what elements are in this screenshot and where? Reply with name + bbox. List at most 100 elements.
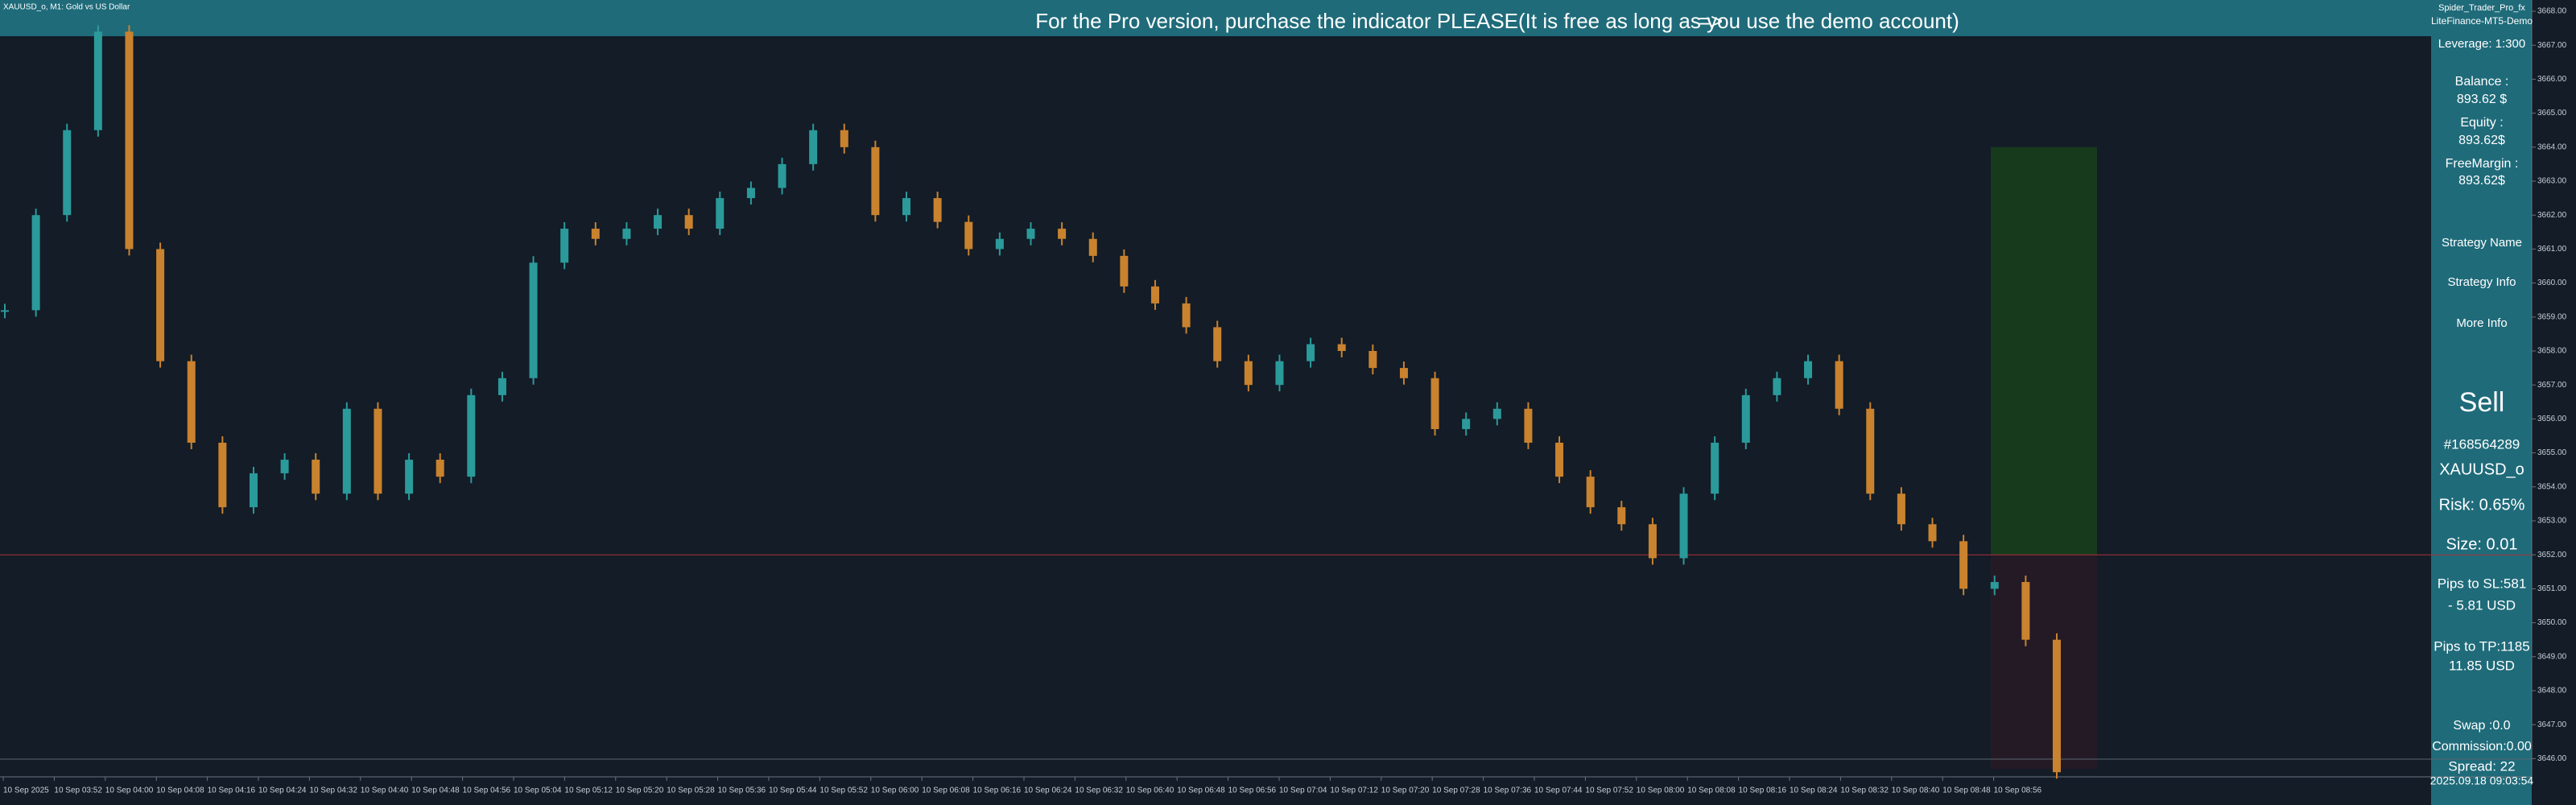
y-tick-label: 3659.00	[2537, 312, 2567, 321]
candle-body	[1617, 507, 1626, 525]
x-tick-label: 10 Sep 05:44	[769, 786, 817, 795]
panel-text: Pips to TP:1185	[2434, 638, 2529, 654]
y-tick-label: 3656.00	[2537, 415, 2567, 423]
panel-text: Balance :	[2455, 75, 2509, 89]
candle-body	[1368, 351, 1377, 369]
panel-text: 2025.09.18 09:03:54	[2430, 774, 2534, 787]
y-tick-label: 3651.00	[2537, 584, 2567, 593]
x-tick-label: 10 Sep 04:00	[105, 786, 154, 795]
panel-text: Pips to SL:581	[2438, 576, 2527, 591]
y-tick-label: 3668.00	[2537, 7, 2567, 16]
panel-text: 893.62$	[2458, 134, 2505, 147]
banner-text: For the Pro version, purchase the indica…	[1035, 9, 1959, 33]
candle-body	[156, 249, 165, 361]
x-tick-label: 10 Sep 06:24	[1024, 786, 1072, 795]
candle-body	[902, 198, 911, 216]
candle-body	[1120, 255, 1129, 287]
y-tick-label: 3647.00	[2537, 720, 2567, 729]
candle-body	[436, 460, 444, 477]
y-tick-label: 3662.00	[2537, 211, 2567, 220]
candle-body	[2053, 639, 2061, 773]
x-tick-label: 10 Sep 04:08	[156, 786, 204, 795]
panel-text: 893.62$	[2458, 174, 2505, 188]
x-tick-label: 10 Sep 04:56	[463, 786, 511, 795]
panel-text: Spider_Trader_Pro_fx	[2438, 3, 2525, 13]
candle-body	[280, 460, 289, 473]
candle-body	[125, 31, 134, 250]
panel-text: - 5.81 USD	[2448, 597, 2516, 613]
y-tick-label: 3652.00	[2537, 551, 2567, 559]
x-tick-label: 10 Sep 04:24	[258, 786, 307, 795]
y-tick-label: 3664.00	[2537, 142, 2567, 151]
candle-body	[1741, 394, 1750, 443]
symbol-label: XAUUSD_o, M1: Gold vs US Dollar	[3, 3, 130, 12]
candle-body	[1804, 361, 1813, 378]
candle-body	[1, 310, 9, 312]
x-tick-label: 10 Sep 06:56	[1228, 786, 1277, 795]
x-tick-label: 10 Sep 05:20	[616, 786, 664, 795]
x-tick-label: 10 Sep 06:40	[1126, 786, 1174, 795]
y-tick-label: 3646.00	[2537, 754, 2567, 763]
candle-body	[1307, 344, 1315, 361]
x-tick-label: 10 Sep 06:16	[973, 786, 1022, 795]
candle-body	[654, 215, 663, 229]
y-tick-label: 3665.00	[2537, 109, 2567, 118]
x-tick-label: 10 Sep 08:24	[1790, 786, 1838, 795]
candle-body	[560, 229, 569, 263]
candle-body	[497, 378, 506, 395]
panel-text: XAUUSD_o	[2439, 460, 2524, 478]
price-axis	[2532, 0, 2576, 805]
x-tick-label: 10 Sep 05:04	[514, 786, 562, 795]
x-tick-label: 10 Sep 08:48	[1942, 786, 1991, 795]
panel-text: 11.85 USD	[2449, 658, 2515, 673]
sl-zone	[1991, 555, 2097, 770]
candle-body	[2021, 581, 2030, 640]
candle-body	[1492, 408, 1501, 419]
x-tick-label: 10 Sep 07:12	[1330, 786, 1378, 795]
candle-body	[746, 188, 755, 199]
panel-text: Spread: 22	[2448, 758, 2515, 774]
candle-body	[1555, 442, 1564, 477]
x-tick-label: 10 Sep 08:56	[1994, 786, 2042, 795]
x-tick-label: 10 Sep 08:00	[1637, 786, 1685, 795]
candle-body	[1524, 408, 1533, 443]
candle-body	[1399, 368, 1408, 378]
x-tick-label: 10 Sep 08:08	[1687, 786, 1736, 795]
x-tick-label: 10 Sep 03:52	[54, 786, 102, 795]
panel-text: 893.62 $	[2457, 93, 2507, 106]
y-tick-label: 3655.00	[2537, 448, 2567, 457]
panel-text: Leverage: 1:300	[2438, 37, 2525, 51]
candle-body	[871, 147, 880, 216]
candle-body	[1679, 493, 1688, 559]
x-tick-label: 10 Sep 05:52	[819, 786, 868, 795]
candle-body	[1990, 581, 1999, 589]
panel-text: Commission:0.00	[2432, 740, 2532, 753]
x-tick-label: 10 Sep 06:08	[922, 786, 970, 795]
candle-body	[809, 130, 818, 164]
x-tick-label: 10 Sep 04:32	[309, 786, 357, 795]
panel-text: LiteFinance-MT5-Demo	[2431, 15, 2533, 27]
x-tick-label: 10 Sep 04:48	[411, 786, 460, 795]
candle-body	[995, 238, 1004, 250]
x-tick-label: 10 Sep 06:00	[871, 786, 919, 795]
x-tick-label: 10 Sep 2025	[3, 786, 49, 795]
candle-body	[1586, 477, 1595, 508]
x-tick-label: 10 Sep 08:32	[1840, 786, 1889, 795]
y-tick-label: 3666.00	[2537, 75, 2567, 84]
panel-text: Strategy Info	[2447, 275, 2516, 289]
x-tick-label: 10 Sep 04:16	[208, 786, 256, 795]
panel-text: #168564289	[2444, 436, 2520, 452]
candle-body	[1213, 327, 1222, 361]
y-tick-label: 3648.00	[2537, 687, 2567, 696]
candle-body	[1835, 361, 1843, 409]
candle-body	[529, 262, 538, 378]
y-tick-label: 3650.00	[2537, 618, 2567, 627]
panel-text: Risk: 0.65%	[2439, 496, 2525, 514]
candle-body	[716, 198, 724, 229]
y-tick-label: 3661.00	[2537, 245, 2567, 254]
candle-body	[778, 163, 786, 188]
panel-text: FreeMargin :	[2446, 157, 2519, 171]
